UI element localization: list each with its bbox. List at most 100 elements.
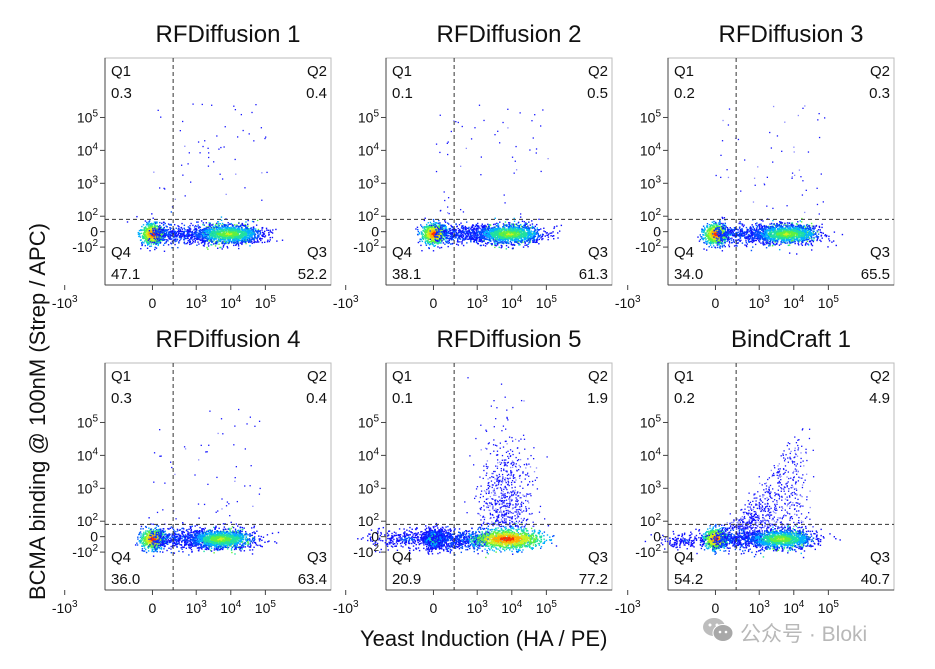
event-dot	[513, 225, 514, 226]
event-dot	[266, 172, 267, 173]
event-dot	[158, 238, 159, 239]
event-dot	[151, 242, 152, 243]
event-dot	[428, 222, 429, 223]
quadrant-percent: 0.3	[111, 85, 132, 102]
event-dot	[166, 239, 167, 240]
event-dot	[223, 227, 224, 228]
event-dot	[257, 230, 258, 231]
event-dot	[502, 226, 503, 227]
event-dot	[160, 117, 161, 118]
event-dot	[146, 233, 147, 234]
event-dot	[243, 234, 244, 235]
event-dot	[238, 237, 239, 238]
event-dot	[181, 231, 182, 232]
event-dot	[486, 239, 487, 240]
quadrant-percent: 0.4	[306, 85, 327, 102]
event-dot	[249, 232, 250, 233]
event-dot	[255, 241, 256, 242]
event-dot	[203, 222, 204, 223]
event-dot	[249, 133, 250, 134]
event-dot	[553, 238, 554, 239]
event-dot	[143, 242, 144, 243]
event-dot	[150, 228, 151, 229]
event-dot	[440, 231, 441, 232]
event-dot	[182, 175, 183, 176]
event-dot	[531, 230, 532, 231]
event-dot	[227, 246, 228, 247]
event-dot	[439, 231, 440, 232]
event-dot	[530, 232, 531, 233]
event-dot	[192, 225, 193, 226]
event-dot	[189, 239, 190, 240]
event-dot	[238, 239, 239, 240]
event-dot	[247, 227, 248, 228]
event-dot	[174, 231, 175, 232]
event-dot	[417, 234, 418, 235]
event-dot	[218, 244, 219, 245]
event-dot	[166, 226, 167, 227]
event-dot	[451, 235, 452, 236]
event-dot	[188, 234, 189, 235]
event-dot	[160, 232, 161, 233]
event-dot	[459, 232, 460, 233]
event-dot	[154, 232, 155, 233]
event-dot	[236, 240, 237, 241]
event-dot	[260, 238, 261, 239]
event-dot	[177, 225, 178, 226]
event-dot	[184, 236, 185, 237]
event-dot	[150, 236, 151, 237]
event-dot	[166, 232, 167, 233]
event-dot	[170, 228, 171, 229]
event-dot	[417, 227, 418, 228]
event-dot	[138, 236, 139, 237]
event-dot	[239, 235, 240, 236]
event-dot	[178, 234, 179, 235]
event-dot	[227, 222, 228, 223]
event-dot	[523, 229, 524, 230]
event-dot	[493, 239, 494, 240]
event-dot	[443, 235, 444, 236]
event-dot	[168, 238, 169, 239]
event-dot	[426, 230, 427, 231]
event-dot	[444, 225, 445, 226]
event-dot	[418, 242, 419, 243]
event-dot	[443, 230, 444, 231]
event-dot	[468, 231, 469, 232]
event-dot	[143, 230, 144, 231]
event-dot	[532, 235, 533, 236]
event-dot	[149, 243, 150, 244]
event-dot	[183, 237, 184, 238]
event-dot	[160, 227, 161, 228]
event-dot	[473, 239, 474, 240]
event-dot	[235, 240, 236, 241]
event-dot	[451, 236, 452, 237]
event-dot	[437, 232, 438, 233]
event-dot	[253, 140, 254, 141]
event-dot	[509, 225, 510, 226]
event-dot	[187, 163, 188, 164]
event-dot	[154, 238, 155, 239]
event-dot	[449, 228, 450, 229]
event-dot	[264, 233, 265, 234]
event-dot	[147, 244, 148, 245]
event-dot	[497, 232, 498, 233]
event-dot	[213, 161, 214, 162]
event-dot	[197, 241, 198, 242]
event-dot	[443, 242, 444, 243]
event-dot	[146, 229, 147, 230]
event-dot	[187, 238, 188, 239]
event-dot	[429, 241, 430, 242]
event-dot	[235, 109, 236, 110]
event-dot	[487, 233, 488, 234]
event-dot	[444, 234, 445, 235]
event-dot	[509, 222, 510, 223]
event-dot	[433, 241, 434, 242]
event-dot	[222, 230, 223, 231]
event-dot	[442, 233, 443, 234]
event-dot	[275, 229, 276, 230]
event-dot	[242, 237, 243, 238]
event-dot	[188, 236, 189, 237]
event-dot	[211, 224, 212, 225]
event-dot	[194, 241, 195, 242]
event-dot	[486, 243, 487, 244]
